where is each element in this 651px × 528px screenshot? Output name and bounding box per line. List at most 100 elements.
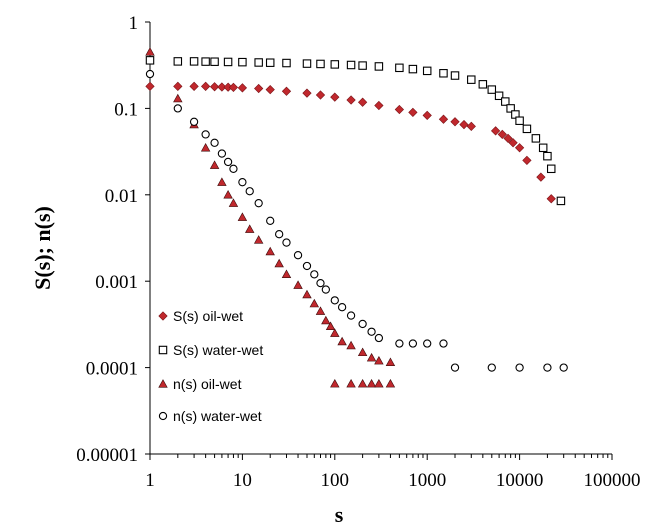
data-point xyxy=(237,212,248,221)
data-point xyxy=(556,196,566,206)
data-point xyxy=(210,57,219,66)
data-point xyxy=(494,91,504,101)
data-point xyxy=(546,194,556,204)
data-point xyxy=(385,357,396,367)
data-point xyxy=(503,133,513,143)
data-point xyxy=(245,187,254,196)
data-point xyxy=(293,280,303,289)
data-point xyxy=(408,64,418,74)
data-point xyxy=(522,155,532,166)
data-point xyxy=(394,104,405,115)
data-points xyxy=(145,47,568,388)
data-point xyxy=(515,116,524,125)
legend-entry-s-s-water-wet: S(s) water-wet xyxy=(158,342,263,358)
data-point xyxy=(408,107,418,117)
data-point xyxy=(487,85,497,94)
data-point xyxy=(467,75,476,84)
data-point xyxy=(346,311,356,320)
legend-label: S(s) water-wet xyxy=(173,342,263,358)
data-point xyxy=(330,92,340,102)
x-tick-label: 100000 xyxy=(584,470,641,491)
data-point xyxy=(302,261,312,271)
data-point xyxy=(497,129,507,140)
data-point xyxy=(337,336,347,346)
legend-entry-s-s-oil-wet: S(s) oil-wet xyxy=(158,308,243,324)
data-point xyxy=(302,289,312,299)
data-point xyxy=(302,59,312,68)
data-point xyxy=(265,84,275,95)
series-s-s-oil-wet xyxy=(145,81,556,204)
data-point xyxy=(275,230,284,239)
data-point xyxy=(439,69,448,78)
series-s-s-water-wet xyxy=(145,56,566,206)
x-tick-label: 10 xyxy=(233,470,252,491)
data-point xyxy=(508,138,518,148)
data-point xyxy=(330,60,340,69)
series-n-s-water-wet xyxy=(145,69,568,372)
data-point xyxy=(281,86,292,96)
legend-entry-n-s-water-wet: n(s) water-wet xyxy=(158,408,262,424)
data-point xyxy=(316,278,325,288)
data-point xyxy=(145,56,155,65)
data-point xyxy=(450,363,460,372)
data-point xyxy=(315,306,326,315)
data-point xyxy=(201,57,210,66)
data-point xyxy=(337,303,347,312)
legend: S(s) oil-wet S(s) water-wet n(s) oil-wet n(… xyxy=(158,308,263,424)
data-point xyxy=(459,119,469,130)
data-point xyxy=(536,172,546,182)
y-tick-label: 1 xyxy=(129,13,139,34)
data-point xyxy=(358,61,367,70)
data-point xyxy=(282,58,291,68)
data-point xyxy=(490,126,501,136)
data-point xyxy=(546,164,556,174)
data-point xyxy=(357,378,368,388)
data-point xyxy=(254,199,263,208)
data-point xyxy=(466,121,476,131)
data-point xyxy=(321,285,330,294)
data-point xyxy=(266,216,275,225)
data-point xyxy=(514,143,525,153)
data-point xyxy=(395,339,404,348)
data-point xyxy=(145,69,155,79)
data-point xyxy=(374,62,384,71)
data-point xyxy=(316,59,325,69)
legend-label: S(s) oil-wet xyxy=(173,308,243,324)
data-point xyxy=(422,110,432,121)
data-point xyxy=(302,88,312,98)
data-point xyxy=(450,71,460,80)
data-point xyxy=(217,149,227,158)
data-point xyxy=(543,151,552,161)
legend-label: n(s) oil-wet xyxy=(173,376,242,392)
data-point xyxy=(201,81,211,91)
data-point xyxy=(367,327,376,336)
data-point xyxy=(200,142,211,152)
data-point xyxy=(210,138,219,147)
legend-label: n(s) water-wet xyxy=(173,408,262,424)
data-point xyxy=(228,82,239,93)
data-point xyxy=(173,57,183,66)
data-point xyxy=(238,178,247,187)
data-point xyxy=(265,246,275,256)
data-point xyxy=(543,363,552,372)
data-point xyxy=(330,378,340,388)
data-point xyxy=(189,117,199,126)
data-point xyxy=(282,238,291,247)
data-point xyxy=(374,333,384,343)
x-tick-label: 1 xyxy=(145,470,155,491)
data-point xyxy=(538,143,548,153)
data-point xyxy=(506,104,515,113)
data-point xyxy=(173,104,182,113)
data-point xyxy=(265,58,275,67)
y-tick-label: 0.1 xyxy=(114,99,138,120)
data-point xyxy=(501,97,510,106)
tick-labels: 1 0.1 0.01 0.001 0.0001 0.00001 1 10 100 1000 1000… xyxy=(76,13,640,491)
data-point xyxy=(274,258,284,268)
data-point xyxy=(228,198,239,207)
legend-marker xyxy=(158,311,168,321)
legend-marker xyxy=(158,411,168,421)
data-point xyxy=(374,355,384,365)
y-tick-label: 0.001 xyxy=(95,272,138,293)
data-point xyxy=(346,340,356,350)
